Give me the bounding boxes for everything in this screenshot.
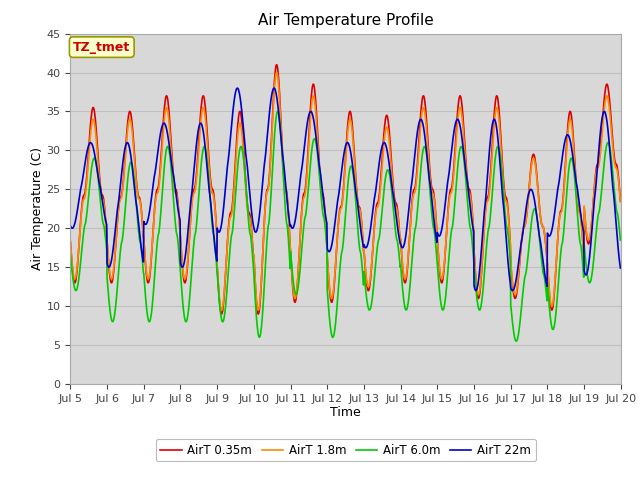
- AirT 22m: [175, 214, 183, 220]
- Line: AirT 0.35m: AirT 0.35m: [70, 65, 620, 314]
- AirT 6.0m: [552, 312, 559, 317]
- AirT 6.0m: [512, 338, 520, 344]
- Y-axis label: Air Temperature (C): Air Temperature (C): [31, 147, 44, 270]
- AirT 6.0m: [503, 225, 511, 231]
- AirT 6.0m: [274, 108, 282, 114]
- AirT 0.35m: [504, 199, 511, 205]
- Line: AirT 1.8m: AirT 1.8m: [70, 72, 620, 310]
- Title: Air Temperature Profile: Air Temperature Profile: [258, 13, 433, 28]
- X-axis label: Time: Time: [330, 407, 361, 420]
- AirT 1.8m: [67, 239, 74, 244]
- AirT 22m: [616, 265, 624, 271]
- AirT 0.35m: [67, 239, 74, 245]
- AirT 0.35m: [273, 62, 280, 68]
- AirT 1.8m: [189, 195, 196, 201]
- AirT 6.0m: [189, 254, 196, 260]
- AirT 22m: [504, 250, 511, 256]
- AirT 22m: [472, 288, 480, 293]
- AirT 6.0m: [67, 252, 74, 257]
- AirT 0.35m: [616, 198, 624, 204]
- AirT 0.35m: [175, 218, 183, 224]
- AirT 22m: [189, 181, 196, 187]
- AirT 1.8m: [273, 70, 280, 75]
- Line: AirT 6.0m: AirT 6.0m: [70, 111, 620, 341]
- AirT 6.0m: [175, 255, 183, 261]
- AirT 0.35m: [552, 267, 559, 273]
- AirT 1.8m: [431, 209, 439, 215]
- AirT 0.35m: [251, 269, 259, 275]
- AirT 1.8m: [552, 266, 559, 272]
- AirT 22m: [431, 227, 439, 233]
- AirT 6.0m: [250, 279, 258, 285]
- Legend: AirT 0.35m, AirT 1.8m, AirT 6.0m, AirT 22m: AirT 0.35m, AirT 1.8m, AirT 6.0m, AirT 2…: [156, 439, 536, 461]
- AirT 1.8m: [218, 307, 226, 313]
- AirT 6.0m: [616, 237, 624, 243]
- AirT 1.8m: [504, 203, 511, 209]
- AirT 0.35m: [431, 207, 439, 213]
- AirT 6.0m: [431, 235, 439, 240]
- Line: AirT 22m: AirT 22m: [70, 88, 620, 290]
- AirT 1.8m: [616, 199, 624, 204]
- AirT 0.35m: [189, 192, 196, 197]
- AirT 22m: [234, 85, 241, 91]
- AirT 0.35m: [218, 311, 226, 317]
- AirT 1.8m: [251, 267, 259, 273]
- AirT 22m: [67, 223, 74, 228]
- AirT 22m: [552, 201, 559, 207]
- AirT 1.8m: [175, 219, 183, 225]
- Text: TZ_tmet: TZ_tmet: [73, 41, 131, 54]
- AirT 22m: [251, 228, 259, 234]
